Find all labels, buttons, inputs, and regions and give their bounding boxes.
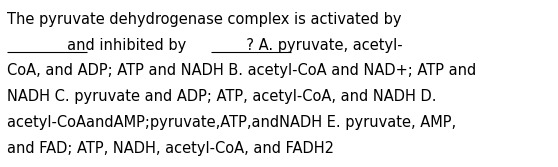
Text: acetyl-CoAandAMP;pyruvate,ATP,andNADH E. pyruvate, AMP,: acetyl-CoAandAMP;pyruvate,ATP,andNADH E.…	[7, 115, 456, 130]
Text: CoA, and ADP; ATP and NADH B. acetyl-CoA and NAD+; ATP and: CoA, and ADP; ATP and NADH B. acetyl-CoA…	[7, 63, 476, 78]
Text: and FAD; ATP, NADH, acetyl-CoA, and FADH2: and FAD; ATP, NADH, acetyl-CoA, and FADH…	[7, 141, 334, 156]
Text: and inhibited by             ? A. pyruvate, acetyl-: and inhibited by ? A. pyruvate, acetyl-	[7, 38, 403, 53]
Text: The pyruvate dehydrogenase complex is activated by: The pyruvate dehydrogenase complex is ac…	[7, 12, 402, 27]
Text: NADH C. pyruvate and ADP; ATP, acetyl-CoA, and NADH D.: NADH C. pyruvate and ADP; ATP, acetyl-Co…	[7, 89, 436, 104]
